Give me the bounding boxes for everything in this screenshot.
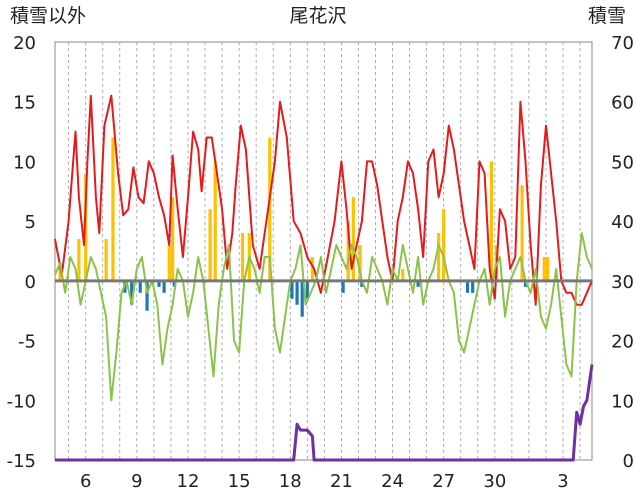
bar: [111, 137, 115, 281]
bar: [58, 262, 62, 281]
series-line: [55, 364, 594, 462]
bar: [489, 161, 494, 281]
right-tick-label: 20: [611, 332, 634, 353]
plot-frame: [54, 41, 593, 461]
x-tick-label: 9: [131, 471, 142, 492]
chart-title: 尾花沢: [289, 5, 346, 27]
bar: [351, 197, 355, 281]
right-tick-label: 70: [611, 33, 634, 54]
x-tick-label: 6: [80, 471, 91, 492]
bar: [465, 280, 470, 293]
bar: [546, 256, 550, 281]
bar: [290, 280, 294, 299]
x-tick-label: 3: [557, 471, 568, 492]
x-tick-label: 18: [279, 471, 302, 492]
right-tick-label: 50: [611, 152, 634, 173]
left-tick-label: -5: [18, 332, 36, 353]
bar: [213, 161, 217, 281]
bar: [172, 280, 176, 287]
bar: [268, 137, 272, 281]
right-axis-title: 積雪: [588, 5, 626, 27]
left-axis-title: 積雪以外: [10, 5, 86, 27]
x-axis-ticks: 6 9 12 15 18 21 24 27 30 3: [80, 471, 569, 492]
left-tick-label: 15: [13, 93, 36, 114]
bar: [305, 280, 309, 299]
bar: [360, 280, 364, 287]
bar: [346, 221, 350, 281]
bar: [442, 209, 446, 281]
bar: [162, 280, 166, 293]
bar: [171, 197, 175, 281]
bar: [130, 280, 134, 305]
x-tick-label: 27: [432, 471, 455, 492]
bar: [240, 233, 245, 281]
right-tick-label: 30: [611, 272, 634, 293]
bar: [138, 280, 142, 293]
bar: [520, 185, 524, 281]
x-tick-label: 15: [228, 471, 251, 492]
left-axis-ticks: 20 15 10 5 0 -5 -10 -15: [7, 33, 36, 472]
bar: [208, 209, 212, 281]
bar: [295, 280, 299, 305]
bar: [542, 256, 546, 281]
right-tick-label: 10: [611, 391, 634, 412]
right-tick-label: 0: [623, 451, 634, 472]
right-tick-label: 40: [611, 212, 634, 233]
line-series: [54, 94, 594, 462]
bar: [300, 280, 304, 317]
x-tick-label: 12: [177, 471, 200, 492]
bar: [523, 280, 528, 287]
grid: [54, 41, 593, 461]
x-tick-label: 30: [483, 471, 506, 492]
left-tick-label: -15: [7, 451, 36, 472]
bar: [157, 280, 161, 287]
right-tick-label: 60: [611, 93, 634, 114]
bar: [77, 239, 81, 281]
left-tick-label: -10: [7, 391, 36, 412]
bar: [416, 280, 420, 287]
left-tick-label: 0: [25, 272, 36, 293]
x-tick-label: 21: [330, 471, 353, 492]
bar: [145, 280, 149, 311]
right-axis-ticks: 70 60 50 40 30 20 10 0: [611, 33, 634, 472]
left-tick-label: 10: [13, 152, 36, 173]
bar: [104, 239, 108, 281]
series-line: [54, 232, 593, 402]
series-line: [54, 94, 593, 306]
bar: [401, 268, 405, 281]
bar: [471, 280, 475, 293]
left-tick-label: 5: [25, 212, 36, 233]
bar: [358, 245, 362, 281]
bar: [341, 280, 345, 293]
bar: [436, 233, 441, 281]
left-tick-label: 20: [13, 33, 36, 54]
bar: [310, 256, 315, 281]
x-tick-label: 24: [381, 471, 404, 492]
bar: [167, 245, 171, 281]
